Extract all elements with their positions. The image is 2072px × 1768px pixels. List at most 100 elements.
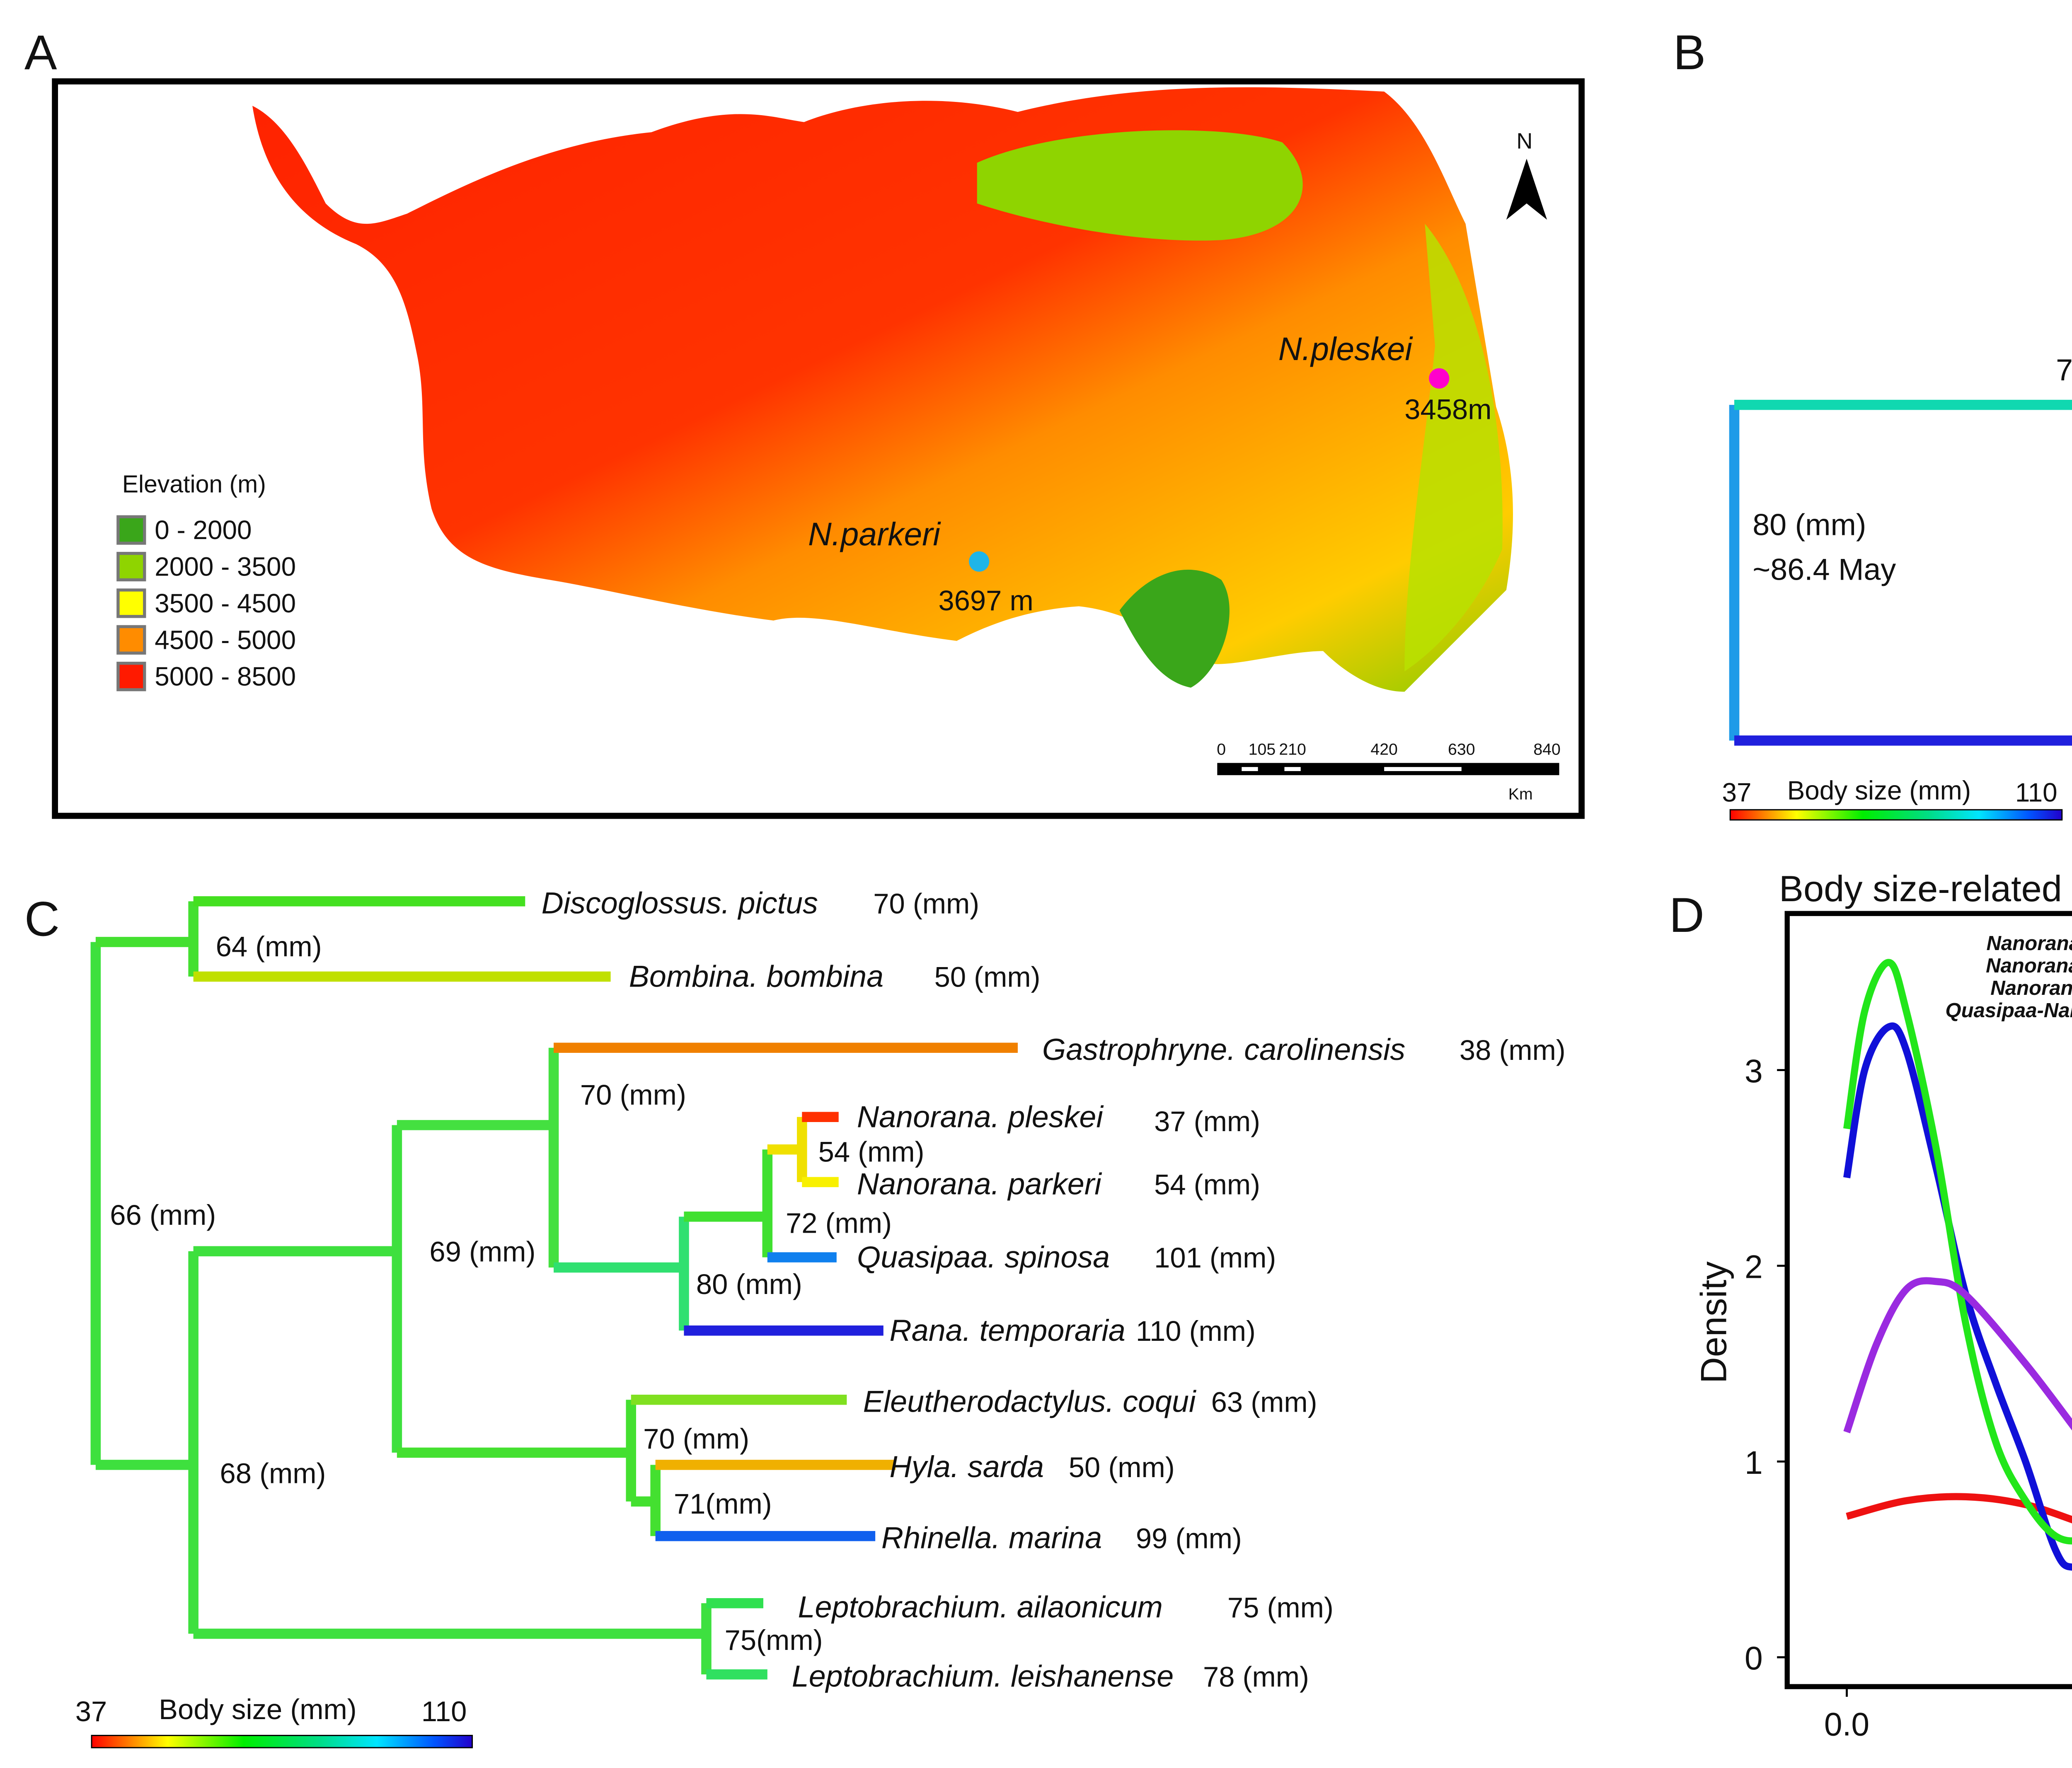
legend-entry: Nanorana.parkeri: [1986, 932, 2072, 955]
branch: [767, 1117, 807, 1182]
node-size: 80 (mm): [1752, 507, 1866, 542]
panel-c: C Discoglossus. pi: [24, 886, 1566, 1749]
density-line-nanorana-ancestor: [1843, 1277, 2072, 1434]
taxon-name: Quasipaa. spinosa: [857, 1240, 1110, 1274]
node-size: 54 (mm): [818, 1136, 925, 1168]
y-axis-label: Density: [1693, 1261, 1734, 1383]
colorbar-gradient: [1729, 809, 2063, 821]
legend-label: 0 - 2000: [155, 515, 252, 545]
colorbar-min: 37: [1722, 778, 1752, 808]
panel-a: A N N.pleskei 3458m N.parkeri 3697 m Ele…: [24, 25, 1585, 819]
southeast-lowland: [1119, 569, 1230, 688]
legend-swatch: [116, 662, 146, 692]
taxon-size: 78 (mm): [1203, 1661, 1309, 1693]
scale-tick-label: 420: [1370, 740, 1398, 759]
scale-tick-label: 840: [1533, 740, 1561, 759]
site-marker: [969, 551, 990, 572]
north-arrow-icon: [1506, 158, 1547, 220]
node-size: 71(mm): [674, 1488, 772, 1520]
taxon-name: Nanorana. parkeri: [857, 1166, 1102, 1201]
scale-gap: [1284, 767, 1301, 771]
site-name: N.pleskei: [1278, 331, 1414, 367]
taxon-name: Leptobrachium. leishanense: [792, 1659, 1174, 1693]
node-size: 70 (mm): [580, 1079, 686, 1111]
branch: [193, 1125, 402, 1453]
legend-swatch: [116, 515, 146, 545]
panel-b: B Nanorana. pleskei 37 (mm) Nanorana. pa…: [1673, 25, 2072, 821]
taxon-name: Nanorana. pleskei: [857, 1099, 1104, 1134]
eastern-slope: [1404, 224, 1503, 672]
north-arrow: N: [1506, 128, 1547, 220]
tree-b: [1729, 399, 2072, 746]
plot-frame: [1784, 911, 2072, 1689]
scale-tick-label: 0: [1217, 740, 1226, 759]
taxon-name: Gastrophryne. carolinensis: [1042, 1032, 1405, 1067]
taxon-size: 110 (mm): [1136, 1315, 1256, 1347]
taxon-size: 50 (mm): [1069, 1451, 1175, 1483]
chart-title: Body size-related genes: [1779, 868, 2072, 909]
scale-unit: Km: [1508, 785, 1533, 803]
node-size: 75(mm): [725, 1624, 823, 1656]
scale-tick-label: 210: [1279, 740, 1306, 759]
legend-label: 5000 - 8500: [155, 662, 296, 692]
taxon-name: Rana. temporaria: [890, 1313, 1126, 1347]
branch: [95, 901, 198, 977]
node-size: 72 (mm): [786, 1207, 892, 1239]
node-size: 70 (mm): [643, 1423, 749, 1455]
colorbar-max: 110: [2015, 778, 2057, 808]
taxon-name: Hyla. sarda: [890, 1449, 1044, 1484]
elevation-legend: Elevation (m) 0 - 2000 2000 - 3500 3500 - …: [116, 471, 296, 692]
node-size: 66 (mm): [110, 1199, 216, 1231]
colorbar-title: Body size (mm): [1787, 776, 1971, 805]
legend-entry: Quasipaa-Nanorana.Ancestor: [1945, 999, 2072, 1022]
taxon-name: Rhinella. marina: [881, 1521, 1102, 1555]
taxon-name: Eleutherodactylus. coqui: [863, 1384, 1197, 1419]
taxon-size: 38 (mm): [1460, 1034, 1566, 1066]
legend-label: 2000 - 3500: [155, 552, 296, 582]
taxon-size: 50 (mm): [934, 961, 1041, 993]
site-parkeri: N.parkeri 3697 m: [808, 516, 1034, 617]
y-tick-label: 0: [1745, 1640, 1763, 1676]
panel-d: D Body size-related genes 0.00.51.01.52.…: [1669, 868, 2072, 1742]
colorbar-title: Body size (mm): [159, 1693, 357, 1725]
node-size: 72 (mm): [2056, 353, 2072, 387]
density-lines: [1843, 959, 2072, 1571]
legend-swatch: [116, 588, 146, 618]
taxon-name: Bombina. bombina: [629, 959, 884, 993]
tree-c: [90, 896, 1018, 1680]
legend-entry: Nanorana.Ancestor: [1990, 977, 2072, 999]
node-size: 68 (mm): [220, 1458, 326, 1490]
y-tick-label: 1: [1745, 1444, 1763, 1481]
density-line-nanorana-pleskei: [1843, 959, 2072, 1545]
taxon-name: Discoglossus. pictus: [542, 886, 818, 920]
y-tick-label: 2: [1745, 1248, 1763, 1285]
branch: [193, 1603, 712, 1675]
scale-gap: [1384, 767, 1462, 771]
legend-label: 3500 - 4500: [155, 588, 296, 618]
taxon-size: 37 (mm): [1154, 1105, 1260, 1137]
branch: [397, 1400, 636, 1502]
taxon-name: Leptobrachium. ailaonicum: [798, 1590, 1162, 1624]
x-tick-label: 0.0: [1824, 1706, 1869, 1742]
taxon-size: 54 (mm): [1154, 1168, 1260, 1200]
density-legend: Nanorana.parkeriNanorana.pleskeiNanorana…: [1945, 932, 2072, 1022]
scale-tick-label: 630: [1448, 740, 1475, 759]
branch: [397, 1047, 559, 1268]
node-size: 69 (mm): [429, 1236, 535, 1267]
branch: [95, 1251, 198, 1634]
density-line-quasipaa-nanorana-ancestor: [1846, 1493, 2072, 1524]
taxon-size: 75 (mm): [1227, 1592, 1334, 1624]
colorbar-c: 37 Body size (mm) 110: [75, 1693, 473, 1749]
node-size: 64 (mm): [216, 931, 322, 963]
panel-label-d: D: [1669, 888, 1704, 942]
branch: [554, 1217, 689, 1331]
legend-entry: Nanorana.pleskei: [1986, 955, 2072, 977]
site-marker: [1429, 368, 1450, 389]
site-elevation: 3697 m: [938, 585, 1033, 617]
legend-swatch: [116, 551, 146, 582]
branch: [631, 1465, 661, 1536]
panel-label-b: B: [1673, 25, 1706, 80]
taxon-size: 101 (mm): [1154, 1242, 1276, 1274]
